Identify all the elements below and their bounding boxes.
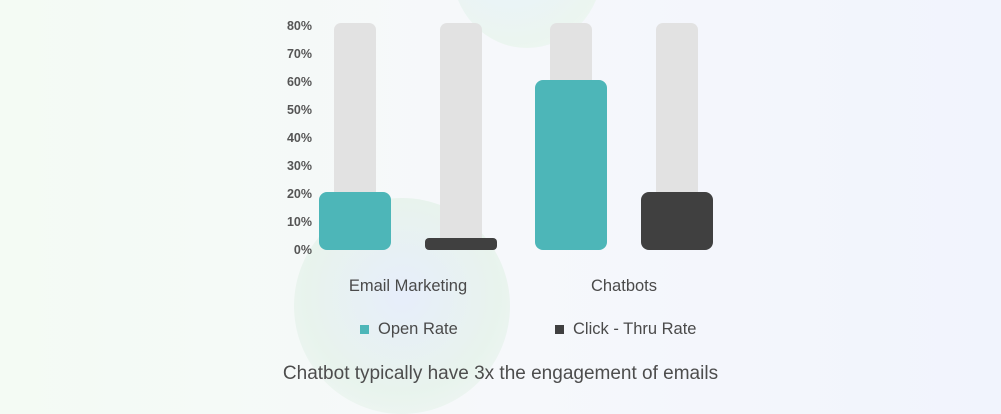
bar-chart: 0% 10% 20% 30% 40% 50% 60% 70% 80% Email Marketi…	[287, 19, 713, 295]
y-tick-label-50: 50%	[287, 103, 312, 117]
bar-email-marketing-click-thru-rate	[425, 238, 497, 250]
legend-item-click-thru-rate[interactable]: Click - Thru Rate	[555, 320, 696, 339]
bar-chatbots-open-rate	[535, 80, 607, 250]
y-tick-label-60: 60%	[287, 75, 312, 89]
y-tick-label-10: 10%	[287, 215, 312, 229]
y-tick-label-20: 20%	[287, 187, 312, 201]
legend: Open Rate Click - Thru Rate	[0, 320, 1001, 342]
y-tick-label-30: 30%	[287, 159, 312, 173]
y-tick-label-40: 40%	[287, 131, 312, 145]
y-tick-label-0: 0%	[294, 243, 312, 257]
legend-item-open-rate[interactable]: Open Rate	[360, 320, 458, 339]
legend-label-click-thru-rate: Click - Thru Rate	[573, 320, 697, 338]
bar-track-email-marketing-click-thru-rate	[440, 23, 482, 250]
x-category-label-chatbots: Chatbots	[591, 277, 657, 295]
y-axis: 0% 10% 20% 30% 40% 50% 60% 70% 80%	[287, 19, 312, 257]
legend-swatch-click-thru-rate	[555, 325, 564, 334]
legend-swatch-open-rate	[360, 325, 369, 334]
bar-chatbots-click-thru-rate	[641, 192, 713, 250]
caption-text: Chatbot typically have 3x the engagement…	[282, 363, 719, 384]
legend-label-open-rate: Open Rate	[378, 320, 458, 338]
chart-caption: Chatbot typically have 3x the engagement…	[0, 363, 1001, 385]
x-axis-categories: Email Marketing Chatbots	[349, 277, 657, 295]
x-category-label-email-marketing: Email Marketing	[349, 277, 467, 295]
bar-email-marketing-open-rate	[319, 192, 391, 250]
y-tick-label-80: 80%	[287, 19, 312, 33]
y-tick-label-70: 70%	[287, 47, 312, 61]
bars	[319, 80, 713, 250]
